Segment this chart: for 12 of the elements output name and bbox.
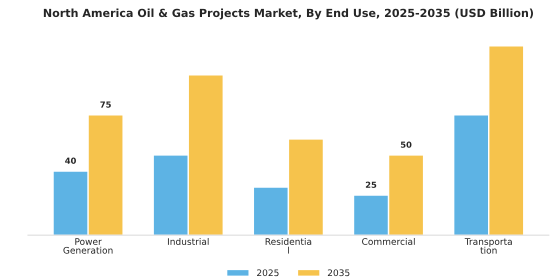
x-tick-label: Commercial (362, 238, 415, 245)
legend-label: 2035 (328, 269, 350, 276)
legend-label: 2025 (257, 269, 279, 276)
x-tick-label: Power Generation (63, 238, 113, 254)
data-label: 75 (100, 101, 111, 108)
x-tick-label: Transporta tion (464, 238, 512, 254)
x-tick-label: Residentia l (266, 238, 312, 254)
data-label: 40 (65, 158, 76, 164)
x-tick-label: Industrial (168, 238, 209, 245)
chart-title: North America Oil & Gas Projects Market, By End Use, 2025-2035 (USD Billion) (44, 8, 533, 20)
data-label: 25 (366, 182, 376, 188)
data-label: 50 (400, 142, 412, 148)
